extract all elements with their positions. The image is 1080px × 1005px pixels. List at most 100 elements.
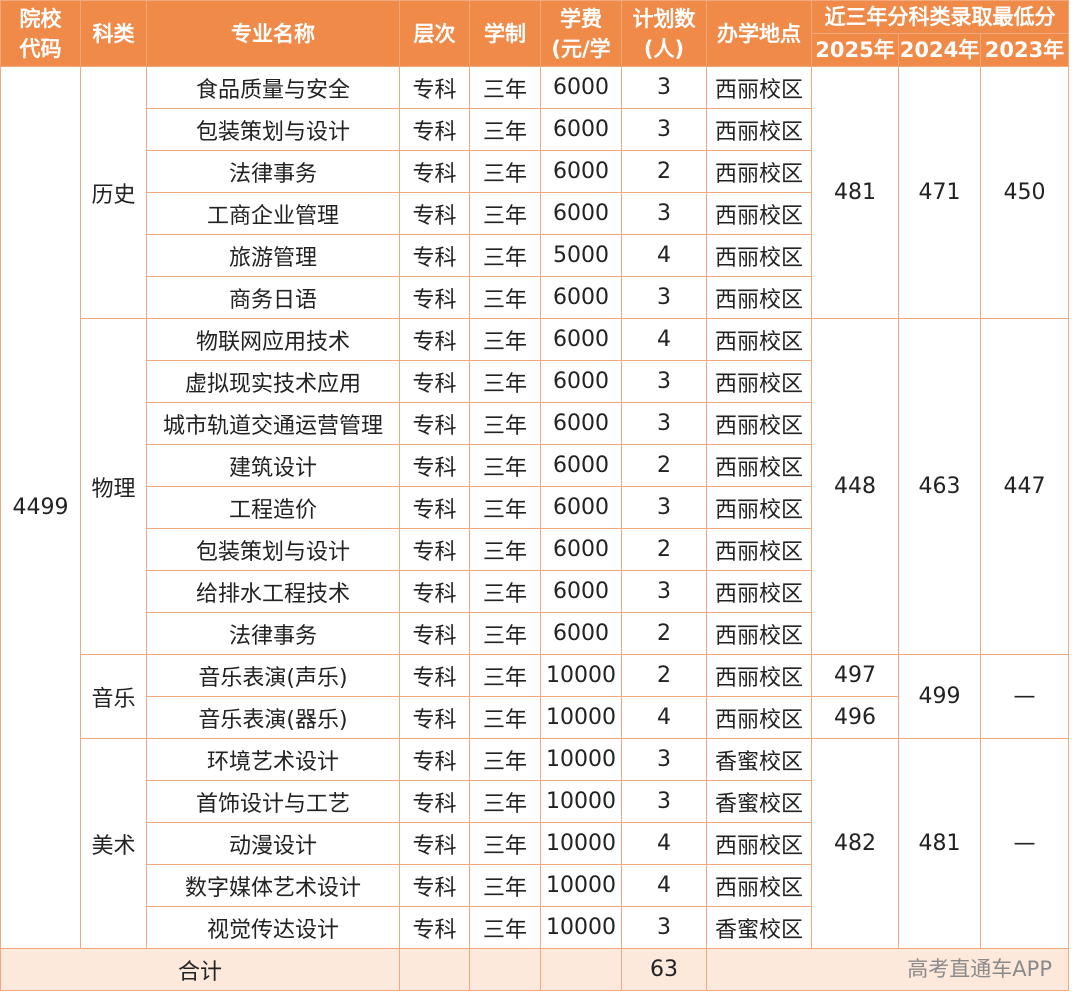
header-cell: 专业名称 bbox=[146, 0, 400, 67]
plan: 3 bbox=[621, 780, 707, 823]
header-line: 层次 bbox=[413, 21, 456, 46]
plan: 3 bbox=[621, 360, 707, 403]
campus: 西丽校区 bbox=[706, 318, 812, 361]
level: 专科 bbox=[399, 192, 470, 235]
fee: 10000 bbox=[540, 654, 622, 697]
campus: 西丽校区 bbox=[706, 696, 812, 739]
level: 专科 bbox=[399, 906, 470, 949]
duration: 三年 bbox=[469, 318, 541, 361]
campus: 西丽校区 bbox=[706, 150, 812, 193]
campus: 西丽校区 bbox=[706, 486, 812, 529]
header-line: 办学地点 bbox=[717, 21, 801, 46]
duration: 三年 bbox=[469, 822, 541, 865]
fee: 10000 bbox=[540, 906, 622, 949]
campus: 西丽校区 bbox=[706, 822, 812, 865]
duration: 三年 bbox=[469, 570, 541, 613]
level: 专科 bbox=[399, 318, 470, 361]
campus: 西丽校区 bbox=[706, 66, 812, 109]
major-name: 首饰设计与工艺 bbox=[146, 780, 400, 823]
major-name: 给排水工程技术 bbox=[146, 570, 400, 613]
level: 专科 bbox=[399, 738, 470, 781]
header-line: (元/学 bbox=[551, 36, 611, 61]
empty-cell bbox=[469, 948, 541, 991]
min-score: 481 bbox=[898, 738, 981, 949]
header-line: 学费 bbox=[560, 6, 602, 31]
duration: 三年 bbox=[469, 444, 541, 487]
level: 专科 bbox=[399, 654, 470, 697]
header-cell: 层次 bbox=[399, 0, 470, 67]
level: 专科 bbox=[399, 612, 470, 655]
major-name: 动漫设计 bbox=[146, 822, 400, 865]
fee: 6000 bbox=[540, 612, 622, 655]
campus: 西丽校区 bbox=[706, 570, 812, 613]
duration: 三年 bbox=[469, 150, 541, 193]
duration: 三年 bbox=[469, 66, 541, 109]
fee: 6000 bbox=[540, 486, 622, 529]
major-name: 视觉传达设计 bbox=[146, 906, 400, 949]
plan: 2 bbox=[621, 612, 707, 655]
level: 专科 bbox=[399, 444, 470, 487]
duration: 三年 bbox=[469, 402, 541, 445]
major-name: 食品质量与安全 bbox=[146, 66, 400, 109]
plan: 2 bbox=[621, 654, 707, 697]
plan: 4 bbox=[621, 822, 707, 865]
header-cell: 办学地点 bbox=[706, 0, 812, 67]
fee: 6000 bbox=[540, 108, 622, 151]
fee: 10000 bbox=[540, 696, 622, 739]
table-row: 数字媒体艺术设计 专科 三年 10000 4 西丽校区 bbox=[1, 864, 1069, 907]
watermark: 高考直通车APP bbox=[907, 957, 1052, 981]
plan: 3 bbox=[621, 108, 707, 151]
plan: 3 bbox=[621, 192, 707, 235]
level: 专科 bbox=[399, 234, 470, 277]
table-row: 包装策划与设计 专科 三年 6000 3 西丽校区 bbox=[1, 108, 1069, 151]
duration: 三年 bbox=[469, 612, 541, 655]
campus: 西丽校区 bbox=[706, 654, 812, 697]
total-plan: 63 bbox=[621, 948, 707, 991]
duration: 三年 bbox=[469, 234, 541, 277]
level: 专科 bbox=[399, 66, 470, 109]
plan: 3 bbox=[621, 402, 707, 445]
level: 专科 bbox=[399, 486, 470, 529]
min-score: 481 bbox=[811, 66, 899, 319]
table-row: 视觉传达设计 专科 三年 10000 3 香蜜校区 bbox=[1, 906, 1069, 949]
table-row: 工商企业管理 专科 三年 6000 3 西丽校区 bbox=[1, 192, 1069, 235]
campus: 西丽校区 bbox=[706, 444, 812, 487]
empty-cell bbox=[540, 948, 622, 991]
table-row: 法律事务 专科 三年 6000 2 西丽校区 bbox=[1, 612, 1069, 655]
fee: 6000 bbox=[540, 318, 622, 361]
subject: 美术 bbox=[80, 738, 147, 949]
table-row: 包装策划与设计 专科 三年 6000 2 西丽校区 bbox=[1, 528, 1069, 571]
plan: 2 bbox=[621, 528, 707, 571]
header-line: 代码 bbox=[19, 36, 62, 61]
min-score: 482 bbox=[811, 738, 899, 949]
major-name: 物联网应用技术 bbox=[146, 318, 400, 361]
level: 专科 bbox=[399, 108, 470, 151]
campus: 西丽校区 bbox=[706, 402, 812, 445]
min-score: 497 bbox=[811, 654, 899, 697]
empty-cell bbox=[705, 948, 1070, 991]
major-name: 工程造价 bbox=[146, 486, 400, 529]
fee: 10000 bbox=[540, 738, 622, 781]
plan: 3 bbox=[621, 570, 707, 613]
fee: 6000 bbox=[540, 402, 622, 445]
major-name: 虚拟现实技术应用 bbox=[146, 360, 400, 403]
fee: 6000 bbox=[540, 444, 622, 487]
level: 专科 bbox=[399, 276, 470, 319]
major-name: 音乐表演(声乐) bbox=[146, 654, 400, 697]
total-row: 合计 63 bbox=[0, 948, 1070, 991]
campus: 西丽校区 bbox=[706, 360, 812, 403]
header-line: 专业名称 bbox=[231, 21, 315, 46]
plan: 4 bbox=[621, 318, 707, 361]
duration: 三年 bbox=[469, 192, 541, 235]
duration: 三年 bbox=[469, 528, 541, 571]
table-row: 虚拟现实技术应用 专科 三年 6000 3 西丽校区 bbox=[1, 360, 1069, 403]
plan: 3 bbox=[621, 486, 707, 529]
major-name: 城市轨道交通运营管理 bbox=[146, 402, 400, 445]
subject: 物理 bbox=[80, 318, 147, 655]
header-line: 科类 bbox=[92, 21, 135, 46]
duration: 三年 bbox=[469, 360, 541, 403]
table-row: 4499 历史 食品质量与安全 专科 三年 6000 3 西丽校区 481 471 450 bbox=[0, 66, 1070, 949]
subject: 历史 bbox=[80, 66, 147, 319]
duration: 三年 bbox=[469, 696, 541, 739]
plan: 2 bbox=[621, 444, 707, 487]
